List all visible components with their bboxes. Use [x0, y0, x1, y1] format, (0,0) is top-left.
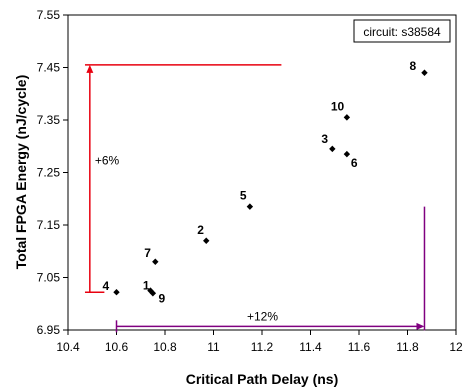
bracket-label: +12%: [247, 309, 278, 323]
point-marker: [343, 114, 351, 121]
data-point-9: 9: [147, 287, 165, 306]
point-marker: [329, 145, 336, 153]
horizontal-bracket: +12%: [115, 206, 426, 333]
point-marker: [343, 150, 351, 158]
x-tick-label: 12: [449, 340, 463, 354]
x-tick-label: 11.8: [396, 340, 419, 354]
data-point-6: 6: [343, 150, 358, 170]
data-points: 1 2 3 4 5 6 7 8 9 10: [103, 59, 428, 306]
x-tick-label: 10.8: [153, 340, 177, 354]
data-point-8: 8: [409, 59, 428, 76]
bracket-arrowhead: [86, 64, 94, 73]
legend-text: circuit: s38584: [363, 25, 441, 39]
point-label: 9: [158, 292, 165, 306]
bracket-label: +6%: [95, 154, 120, 168]
point-label: 7: [144, 246, 151, 260]
y-tick-label: 7.45: [37, 61, 61, 75]
point-label: 3: [321, 132, 328, 146]
x-tick-label: 11: [207, 340, 220, 354]
plot-frame: [67, 14, 457, 331]
bracket-arrowhead: [416, 322, 425, 330]
x-axis-title: Critical Path Delay (ns): [186, 371, 339, 387]
point-marker: [203, 237, 210, 244]
y-tick-label: 7.55: [37, 8, 61, 22]
x-tick-label: 10.6: [105, 340, 129, 354]
y-tick-label: 7.35: [37, 113, 61, 127]
x-tick-label: 11.4: [299, 340, 322, 354]
point-label: 4: [103, 279, 110, 293]
data-point-2: 2: [197, 223, 210, 244]
point-label: 1: [143, 278, 150, 292]
point-marker: [147, 287, 154, 294]
point-marker: [149, 290, 157, 297]
point-label: 10: [331, 99, 345, 113]
point-label: 2: [197, 223, 204, 237]
data-point-4: 4: [103, 279, 120, 296]
x-tick-label: 11.2: [251, 340, 274, 354]
data-point-5: 5: [240, 189, 254, 210]
point-marker: [113, 289, 120, 296]
y-tick-label: 7.15: [37, 218, 61, 232]
y-axis-title: Total FPGA Energy (nJ/cycle): [13, 75, 29, 270]
data-point-1: 1: [143, 278, 157, 297]
y-tick-label: 7.25: [37, 166, 61, 180]
data-point-10: 10: [331, 99, 351, 121]
point-marker: [246, 203, 254, 210]
x-tick-label: 10.4: [56, 340, 80, 354]
y-tick-label: 7.05: [37, 271, 61, 285]
data-point-3: 3: [321, 132, 336, 153]
point-label: 6: [351, 156, 358, 170]
point-label: 8: [409, 59, 416, 73]
x-tick-label: 11.6: [348, 340, 371, 354]
point-marker: [421, 69, 428, 76]
point-label: 5: [240, 189, 247, 203]
y-tick-label: 6.95: [37, 323, 61, 337]
annotation-layer: +6% +12%: [84, 64, 426, 333]
point-marker: [152, 258, 159, 265]
vertical-bracket: +6%: [84, 64, 282, 293]
axis-ticks: 10.4 10.6 10.8 11 11.2 11.4 11.6 11.8 126.957.05…: [37, 8, 463, 354]
legend-frame: [353, 19, 451, 43]
legend-box: circuit: s38584: [353, 19, 451, 43]
data-point-7: 7: [144, 246, 159, 265]
